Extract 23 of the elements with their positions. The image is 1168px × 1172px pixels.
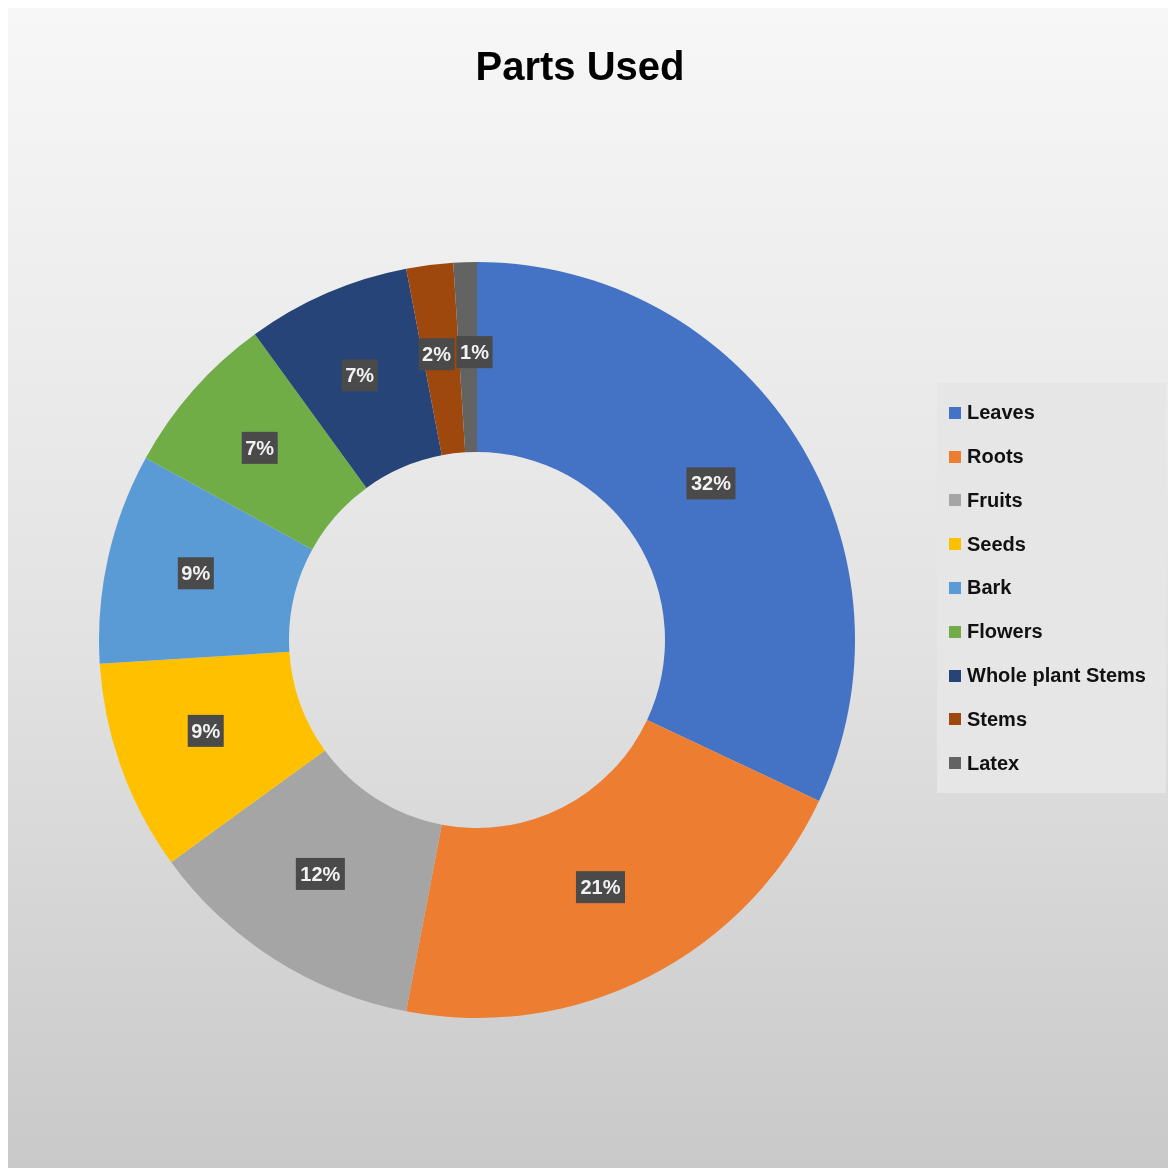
data-label: 21% [580, 876, 621, 899]
donut-slice [171, 750, 442, 1012]
data-label: 1% [460, 341, 490, 364]
donut-slice [406, 720, 820, 1018]
chart-title: Parts Used [474, 44, 686, 89]
legend-label: Stems [967, 707, 1028, 731]
data-label: 32% [690, 472, 732, 495]
data-label: 2% [422, 343, 452, 366]
data-label: 9% [191, 719, 221, 742]
legend-label: Roots [967, 445, 1024, 469]
legend-label: Leaves [967, 401, 1035, 425]
donut-slice [99, 457, 313, 664]
legend-label: Bark [967, 576, 1012, 600]
data-label: 12% [300, 862, 341, 885]
legend-label: Whole plant Stems [967, 664, 1146, 688]
data-label: 7% [345, 364, 375, 387]
legend-label: Flowers [967, 620, 1043, 644]
legend-label: Latex [967, 751, 1020, 775]
data-label: 9% [181, 562, 211, 585]
donut-slice [99, 651, 325, 863]
legend-label: Fruits [967, 488, 1023, 512]
data-label: 7% [245, 436, 275, 459]
legend-label: Seeds [967, 532, 1026, 556]
